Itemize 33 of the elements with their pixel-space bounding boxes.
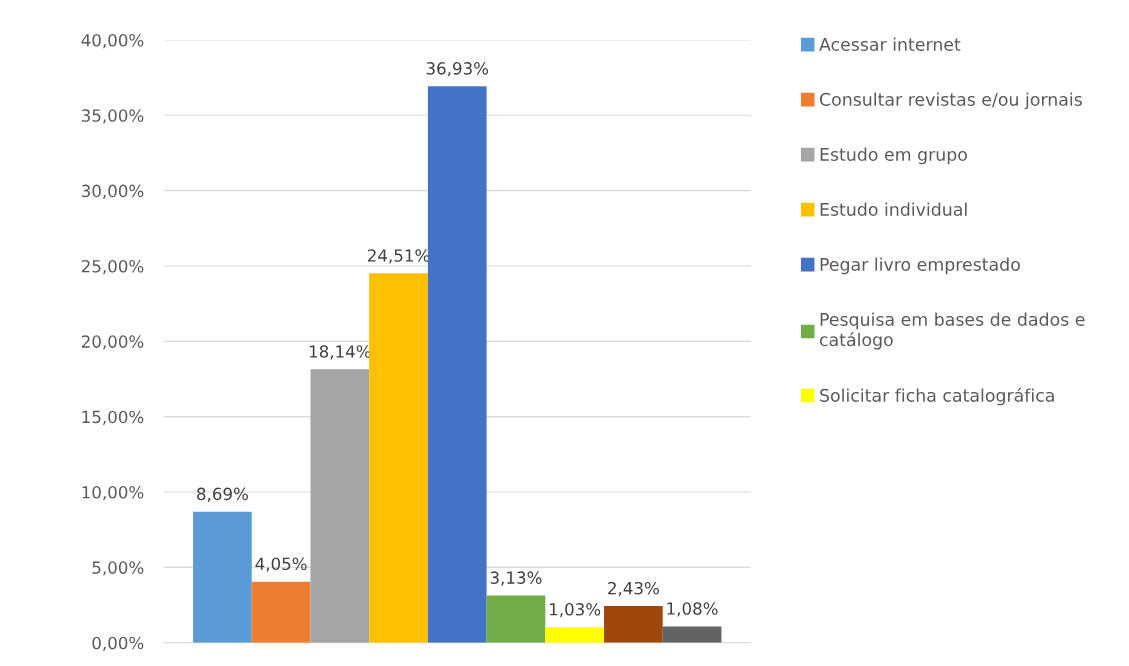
legend-label: Consultar revistas e/ou jornais: [819, 92, 1082, 110]
y-tick-label: 0,00%: [92, 636, 144, 651]
legend-label: Pesquisa em bases de dados e catálogo: [819, 312, 1085, 350]
y-tick-label: 10,00%: [82, 485, 144, 501]
legend-label: Estudo individual: [820, 202, 967, 216]
y-tick-label: 30,00%: [81, 184, 144, 199]
y-tick-label: 15,00%: [82, 410, 144, 425]
y-tick-label: 35,00%: [81, 109, 144, 124]
bar: [545, 627, 605, 643]
data-label: 2,43%: [608, 581, 659, 597]
data-label: 4,05%: [255, 557, 307, 572]
bar: [427, 86, 487, 643]
y-tick-label: 5,00%: [92, 561, 144, 576]
y-tick-label: 20,00%: [81, 335, 144, 350]
bar: [193, 511, 252, 643]
bar: [604, 606, 663, 643]
data-label: 24,51%: [367, 249, 430, 264]
data-label: 36,93%: [426, 62, 489, 77]
legend-label: Solicitar ficha catalográfica: [820, 387, 1054, 406]
data-label: 3,13%: [490, 571, 542, 586]
data-label: 8,69%: [197, 487, 248, 502]
bar: [662, 626, 722, 643]
data-label: 1,08%: [667, 602, 718, 617]
y-tick-label: 25,00%: [81, 259, 144, 275]
legend-label: Acessar internet: [819, 37, 961, 51]
legend-label: Estudo em grupo: [820, 147, 967, 165]
bar: [486, 595, 546, 643]
data-label: 1,03%: [550, 603, 601, 618]
y-tick-label: 40,00%: [81, 33, 144, 49]
bar: [251, 581, 311, 643]
bar: [310, 369, 370, 643]
bar: [369, 273, 428, 643]
legend-label: Pegar livro emprestado: [820, 257, 1020, 275]
